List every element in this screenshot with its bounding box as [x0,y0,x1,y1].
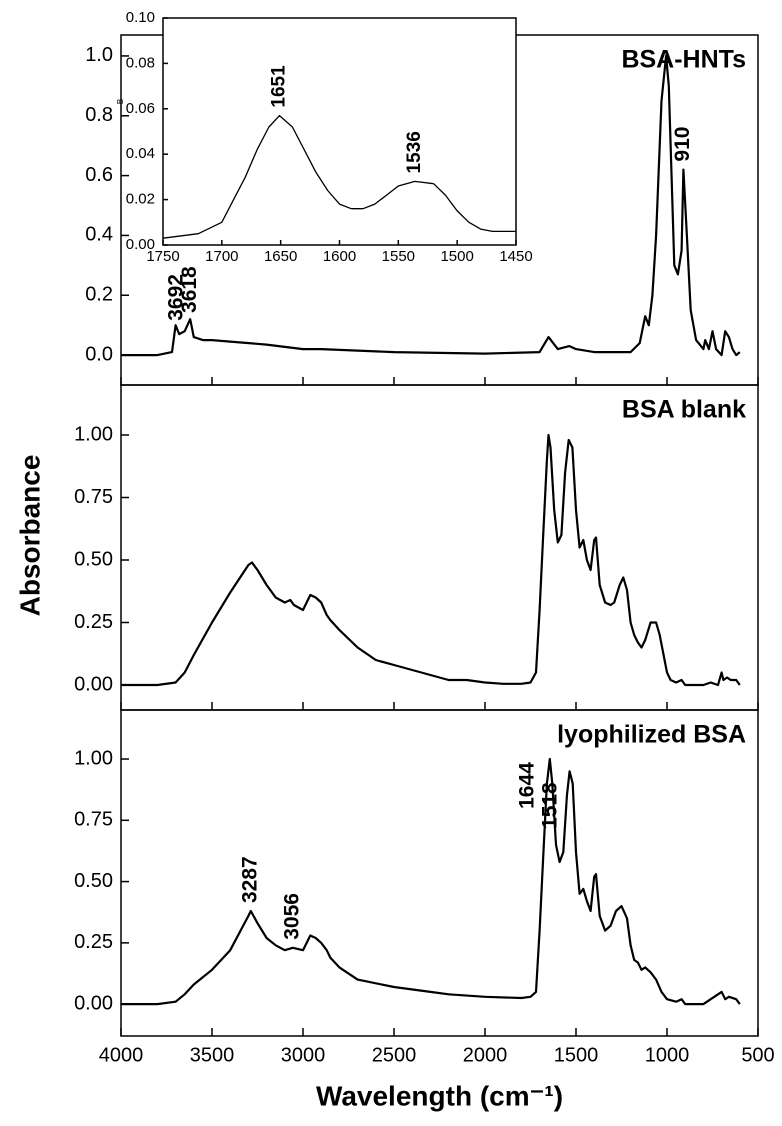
y-tick-label: 0.25 [74,931,113,953]
x-tick-label: 4000 [99,1044,144,1066]
y-tick-label: 0.8 [85,104,113,126]
x-tick-label: 2500 [372,1044,417,1066]
spectrum-line [121,757,741,1006]
y-axis-label: B [116,99,125,104]
plot-frame [120,384,759,711]
y-tick-label: 0.08 [126,54,155,71]
y-axis-label: Absorbance [14,455,45,617]
y-tick-label: 0.4 [85,224,113,246]
plot-frame [162,17,517,246]
peak-label: 1518 [538,782,561,829]
peak-label: 3056 [280,893,303,940]
y-tick-label: 0.00 [74,992,113,1014]
y-tick-label: 1.00 [74,747,113,769]
y-tick-label: 0.04 [126,145,155,162]
peak-label: 1644 [515,762,538,809]
panel-title: BSA blank [622,396,746,424]
peak-label: 1651 [269,65,290,108]
y-tick-label: 0.2 [85,284,113,306]
x-tick-label: 1750 [146,248,179,265]
y-tick-label: 0.00 [74,673,113,695]
x-tick-label: 1600 [323,248,356,265]
y-tick-label: 0.50 [74,548,113,570]
panel-title: BSA-HNTs [621,46,746,74]
spectrum-line [162,114,516,239]
y-tick-label: 0.50 [74,870,113,892]
peak-label: 3287 [238,856,261,903]
peak-label: 3618 [178,266,201,313]
x-tick-label: 2000 [463,1044,508,1066]
x-tick-label: 1000 [645,1044,690,1066]
x-tick-label: 1700 [205,248,238,265]
x-axis-label: Wavelength (cm⁻¹) [316,1080,563,1111]
y-tick-label: 0.00 [126,236,155,253]
x-tick-label: 1550 [382,248,415,265]
y-tick-label: 0.0 [85,343,113,365]
x-tick-label: 500 [741,1044,774,1066]
x-tick-label: 1500 [554,1044,599,1066]
x-tick-label: 1450 [499,248,532,265]
y-tick-label: 1.00 [74,423,113,445]
peak-label: 910 [671,127,694,162]
plot-frame [120,709,759,1037]
y-tick-label: 0.75 [74,486,113,508]
x-tick-label: 3000 [281,1044,326,1066]
y-tick-label: 0.75 [74,809,113,831]
x-tick-label: 1650 [264,248,297,265]
panel-title: lyophilized BSA [557,721,746,749]
x-tick-label: 3500 [190,1044,235,1066]
peak-label: 3692 [165,274,188,321]
spectrum-line [121,54,741,357]
y-tick-label: 0.6 [85,164,113,186]
spectrum-line [121,433,741,687]
peak-label: 1536 [404,131,425,173]
y-tick-label: 0.25 [74,611,113,633]
y-tick-label: 0.02 [126,191,155,208]
x-tick-label: 1500 [440,248,473,265]
y-tick-label: 0.06 [126,100,155,117]
y-tick-label: 0.10 [126,9,155,26]
y-tick-label: 1.0 [85,44,113,66]
